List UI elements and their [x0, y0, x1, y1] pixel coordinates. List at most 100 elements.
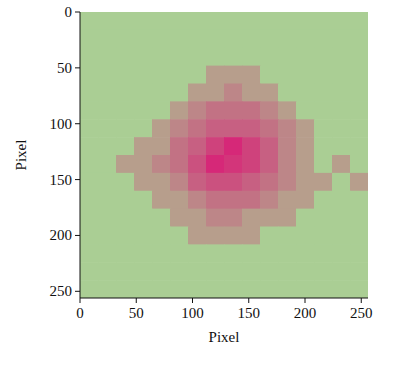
cell	[296, 262, 315, 280]
cell	[98, 119, 117, 137]
cell	[314, 244, 333, 262]
cell	[260, 137, 279, 155]
cell	[188, 227, 207, 245]
cell	[224, 280, 243, 298]
cell	[242, 227, 261, 245]
cell	[278, 209, 297, 227]
cell	[116, 48, 135, 66]
y-tick	[75, 123, 80, 124]
cell	[260, 30, 279, 48]
cell	[278, 155, 297, 173]
cell	[152, 48, 171, 66]
cell	[314, 227, 333, 245]
cell	[296, 191, 315, 209]
cell	[134, 155, 153, 173]
cell	[206, 137, 225, 155]
cell	[242, 155, 261, 173]
cell	[314, 191, 333, 209]
x-tick	[192, 298, 193, 303]
cell	[314, 173, 333, 191]
cell	[206, 48, 225, 66]
y-tick	[75, 12, 80, 13]
cell	[170, 48, 189, 66]
cell	[152, 209, 171, 227]
cell	[224, 191, 243, 209]
cell	[296, 209, 315, 227]
cell	[206, 119, 225, 137]
cell	[278, 244, 297, 262]
cell	[260, 262, 279, 280]
cell	[260, 191, 279, 209]
cell	[206, 262, 225, 280]
cell	[152, 227, 171, 245]
cell	[116, 155, 135, 173]
x-tick-label: 150	[238, 305, 261, 321]
cell	[116, 191, 135, 209]
cell	[350, 101, 368, 119]
cell	[296, 173, 315, 191]
cell	[134, 209, 153, 227]
cells	[80, 12, 368, 298]
cell	[116, 244, 135, 262]
cell	[116, 30, 135, 48]
cell	[224, 66, 243, 84]
cell	[188, 119, 207, 137]
cell	[314, 209, 333, 227]
cell	[188, 262, 207, 280]
cell	[98, 209, 117, 227]
cell	[350, 191, 368, 209]
x-tick-label: 50	[129, 305, 144, 321]
cell	[296, 119, 315, 137]
y-tick-label: 250	[50, 283, 73, 299]
cell	[278, 173, 297, 191]
y-axis-line	[80, 12, 81, 298]
cell	[188, 137, 207, 155]
x-tick	[305, 298, 306, 303]
cell	[206, 66, 225, 84]
cell	[134, 48, 153, 66]
cell	[152, 66, 171, 84]
cell	[332, 12, 351, 30]
cell	[116, 137, 135, 155]
cell	[98, 137, 117, 155]
cell	[260, 84, 279, 102]
cell	[350, 66, 368, 84]
cell	[278, 119, 297, 137]
cell	[188, 280, 207, 298]
cell	[206, 155, 225, 173]
cell	[296, 48, 315, 66]
cell	[98, 173, 117, 191]
cell	[80, 119, 99, 137]
cell	[278, 191, 297, 209]
cell	[152, 173, 171, 191]
cell	[116, 173, 135, 191]
cell	[206, 173, 225, 191]
cell	[188, 30, 207, 48]
cell	[152, 155, 171, 173]
cell	[224, 101, 243, 119]
cell	[350, 30, 368, 48]
cell	[332, 173, 351, 191]
cell	[80, 84, 99, 102]
cell	[116, 227, 135, 245]
cell	[260, 209, 279, 227]
y-axis-title: Pixel	[13, 140, 29, 171]
cell	[296, 12, 315, 30]
cell	[152, 30, 171, 48]
cell	[296, 244, 315, 262]
cell	[206, 101, 225, 119]
cell	[134, 12, 153, 30]
cell	[170, 137, 189, 155]
cell	[242, 119, 261, 137]
cell	[80, 227, 99, 245]
cell	[98, 244, 117, 262]
y-tick-label: 150	[50, 172, 73, 188]
cell	[260, 280, 279, 298]
cell	[134, 119, 153, 137]
cell	[242, 30, 261, 48]
x-axis-title: Pixel	[209, 329, 240, 345]
cell	[152, 280, 171, 298]
x-tick	[361, 298, 362, 303]
cell	[80, 30, 99, 48]
x-tick-label: 100	[181, 305, 204, 321]
